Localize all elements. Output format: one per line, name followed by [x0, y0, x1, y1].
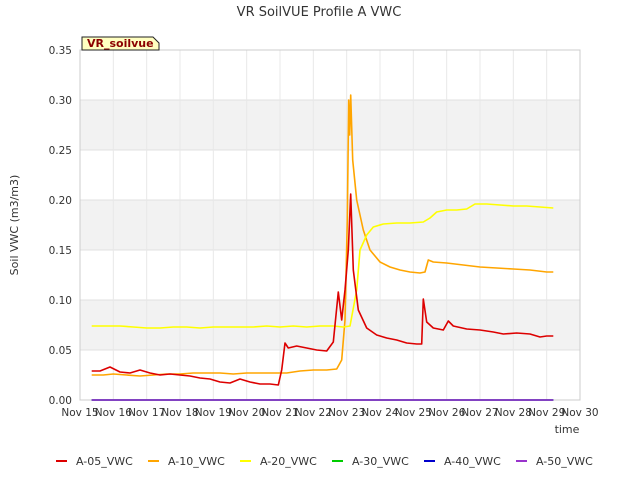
y-tick-label: 0.05 [49, 345, 72, 357]
x-tick-label: Nov 29 [528, 407, 565, 419]
series-line-a-10-vwc [91, 94, 554, 377]
y-tick-label: 0.25 [49, 145, 72, 157]
x-tick-label: Nov 28 [495, 407, 532, 419]
legend: A-05_VWC A-10_VWC A-20_VWC A-30_VWC A-40_VWC… [56, 455, 593, 468]
plot-bands [80, 100, 580, 350]
x-tick-label: Nov 21 [261, 407, 298, 419]
chart-title: VR SoilVUE Profile A VWC [237, 5, 402, 20]
legend-label: A-10_VWC [168, 455, 225, 468]
legend-label: A-40_VWC [444, 455, 501, 468]
plot-band [80, 200, 580, 250]
x-tick-label: Nov 30 [561, 407, 598, 419]
x-tick-label: Nov 16 [95, 407, 133, 419]
series-lines [91, 94, 554, 401]
x-tick-label: Nov 23 [328, 407, 365, 419]
series-line-a-05-vwc [91, 193, 554, 386]
series-line-a-20-vwc [91, 203, 554, 329]
y-tick-label: 0.15 [49, 245, 72, 257]
y-axis-ticks: 0.00 0.05 0.10 0.15 0.20 0.25 0.30 0.35 [49, 45, 72, 407]
legend-label: A-20_VWC [260, 455, 317, 468]
x-tick-label: Nov 22 [295, 407, 332, 419]
y-tick-label: 0.35 [49, 45, 72, 57]
x-tick-label: Nov 27 [461, 407, 498, 419]
y-tick-label: 0.20 [49, 195, 72, 207]
x-tick-label: Nov 19 [195, 407, 232, 419]
y-axis-label: Soil VWC (m3/m3) [8, 175, 21, 276]
legend-label: A-50_VWC [536, 455, 593, 468]
station-tag-box [81, 36, 160, 51]
plot-band [80, 300, 580, 350]
plot-band [80, 100, 580, 150]
x-tick-label: Nov 26 [428, 407, 466, 419]
x-axis-label: time [555, 423, 580, 436]
station-tag: VR_soilvue [81, 36, 160, 51]
x-tick-label: Nov 25 [395, 407, 432, 419]
x-tick-label: Nov 20 [228, 407, 265, 419]
x-tick-label: Nov 15 [61, 407, 98, 419]
legend-label: A-05_VWC [76, 455, 133, 468]
x-tick-label: Nov 17 [128, 407, 165, 419]
x-tick-label: Nov 18 [161, 407, 198, 419]
y-tick-label: 0.00 [49, 395, 72, 407]
y-tick-label: 0.10 [49, 295, 72, 307]
station-tag-label: VR_soilvue [87, 37, 154, 50]
legend-label: A-30_VWC [352, 455, 409, 468]
x-tick-label: Nov 24 [361, 407, 399, 419]
y-tick-label: 0.30 [49, 95, 72, 107]
